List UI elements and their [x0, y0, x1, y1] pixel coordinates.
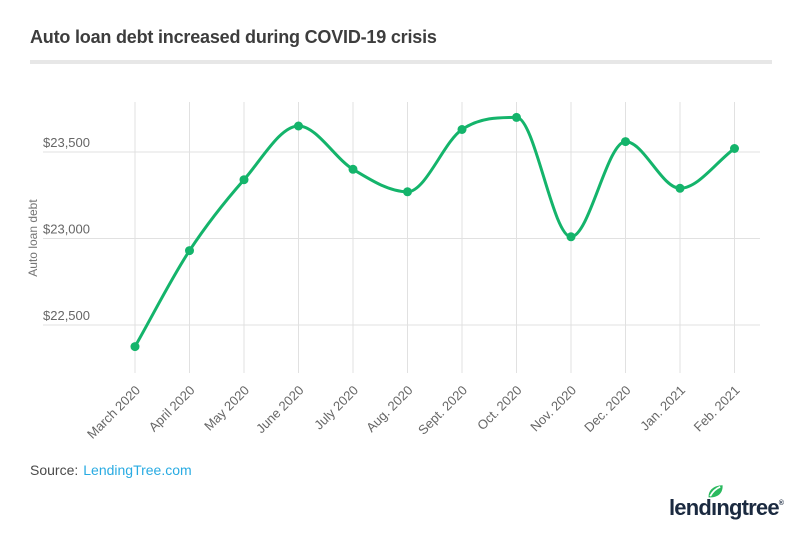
- data-point-dot: [621, 137, 630, 147]
- data-point-dot: [348, 164, 358, 174]
- lendingtree-logo: lend ıngtree®: [669, 485, 784, 520]
- y-tick-label: $23,000: [43, 222, 90, 237]
- x-tick-label: Dec. 2020: [581, 383, 634, 436]
- data-point-dot: [675, 183, 685, 193]
- auto-loan-line-chart: $23,500 $23,000 $22,500 March 2020 April 202…: [26, 102, 760, 442]
- page-title: Auto loan debt increased during COVID-19…: [30, 27, 437, 47]
- logo-i-wrap: ı: [708, 485, 723, 520]
- y-tick-label: $23,500: [43, 135, 90, 150]
- x-tick-label: March 2020: [84, 383, 143, 442]
- x-tick-label: Feb. 2021: [691, 383, 743, 435]
- x-tick-label: Nov. 2020: [527, 383, 579, 435]
- data-point-dot: [239, 175, 249, 185]
- data-point-dot: [457, 125, 467, 134]
- x-tick-label: Sept. 2020: [415, 383, 470, 438]
- x-tick-label: Aug. 2020: [363, 383, 416, 436]
- y-axis-title: Auto loan debt: [26, 199, 40, 277]
- logo-i-letter: ı: [711, 495, 717, 520]
- x-tick-label: May 2020: [201, 383, 252, 434]
- data-point-dot: [403, 187, 412, 197]
- source-link[interactable]: LendingTree.com: [83, 462, 192, 478]
- x-tick-label: Jan. 2021: [637, 383, 688, 434]
- registered-trademark-icon: ®: [778, 500, 784, 507]
- data-point-dot: [185, 246, 194, 256]
- logo-word-start: lend: [669, 495, 712, 520]
- data-point-dot: [730, 144, 739, 153]
- data-point-dot: [294, 121, 303, 131]
- title-divider: [30, 60, 772, 64]
- leaf-icon: [708, 485, 723, 498]
- x-tick-label: July 2020: [311, 383, 361, 433]
- x-tick-label: April 2020: [146, 383, 198, 435]
- data-point-dot: [512, 112, 521, 122]
- y-tick-label: $22,500: [43, 308, 90, 323]
- data-point-dot: [566, 232, 576, 242]
- x-tick-label: Oct. 2020: [474, 383, 524, 433]
- data-point-dot: [130, 342, 140, 352]
- source-line: Source: LendingTree.com: [30, 462, 192, 478]
- x-tick-label: June 2020: [253, 383, 307, 437]
- logo-word-end: ngtree: [716, 495, 779, 520]
- source-label: Source:: [30, 462, 79, 478]
